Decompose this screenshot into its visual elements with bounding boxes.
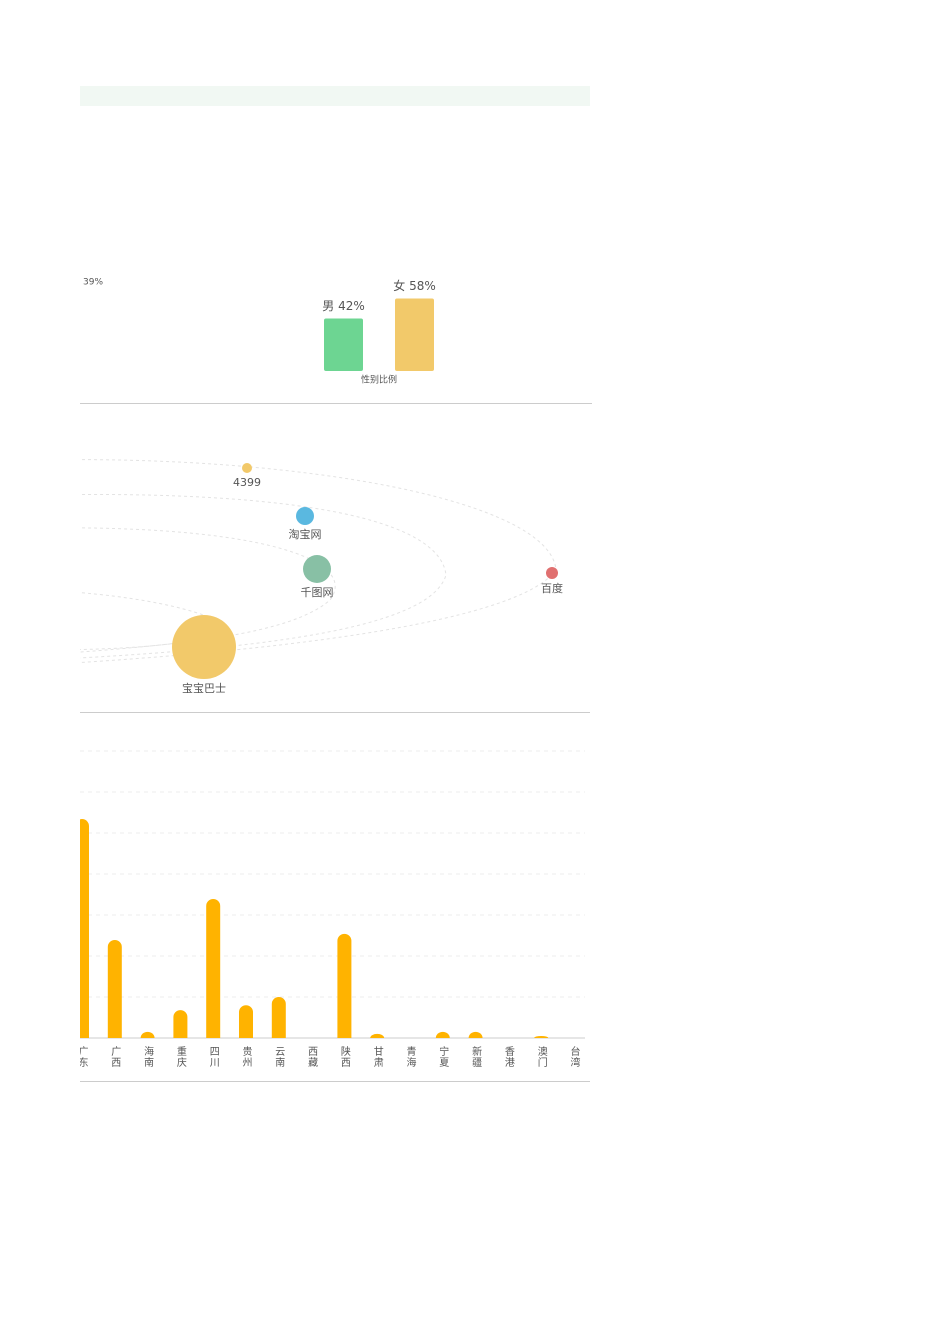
bar (395, 298, 434, 371)
header-bar (80, 86, 590, 106)
bubble-label: 宝宝巴士 (182, 681, 226, 695)
bubble (296, 507, 314, 525)
x-tick-label: 四川 (207, 1046, 219, 1068)
value-label: 男 42% (322, 299, 365, 313)
bubble-label: 百度 (541, 581, 563, 595)
bar (324, 318, 363, 371)
x-axis-label: 性别比例 (361, 374, 397, 386)
x-tick-label: 西藏 (306, 1046, 318, 1068)
x-tick-label: 甘肃 (371, 1045, 383, 1068)
x-tick-label: 香港 (502, 1046, 514, 1068)
x-tick-label: 云南 (273, 1046, 285, 1068)
x-tick-label: 澳门 (535, 1045, 547, 1068)
x-tick-label: 陕西 (338, 1045, 350, 1068)
bubble (242, 463, 252, 473)
bar (206, 899, 221, 1038)
x-tick-label: 新疆 (470, 1045, 482, 1068)
bar (435, 1031, 450, 1038)
bubble-label: 4399 (233, 476, 261, 489)
x-tick-label: 台湾 (568, 1045, 580, 1068)
bar (468, 1031, 483, 1038)
bar (173, 1010, 188, 1038)
x-tick-label: 宁夏 (437, 1045, 449, 1068)
bar (534, 1035, 549, 1038)
bubble-label: 淘宝网 (289, 527, 322, 541)
bubble (172, 615, 236, 679)
x-tick-label: 广东 (76, 1046, 88, 1068)
x-tick-label: 贵州 (240, 1045, 252, 1068)
bar (271, 997, 286, 1038)
orbits (80, 459, 557, 664)
bubble (546, 567, 558, 579)
bar (80, 819, 89, 1038)
value-label: 女 58% (393, 278, 436, 293)
bar (239, 1005, 254, 1038)
x-tick-label: 海南 (142, 1045, 154, 1068)
x-tick-label: 青海 (404, 1045, 416, 1068)
x-tick-label: 广西 (109, 1046, 121, 1068)
bar (370, 1033, 385, 1038)
bar (337, 933, 352, 1038)
bubble-label: 千图网 (301, 586, 334, 599)
bar (107, 940, 122, 1038)
bar (140, 1031, 155, 1038)
partial-label: 39% (83, 278, 103, 288)
bubble (303, 555, 331, 583)
x-tick-label: 重庆 (174, 1045, 186, 1068)
